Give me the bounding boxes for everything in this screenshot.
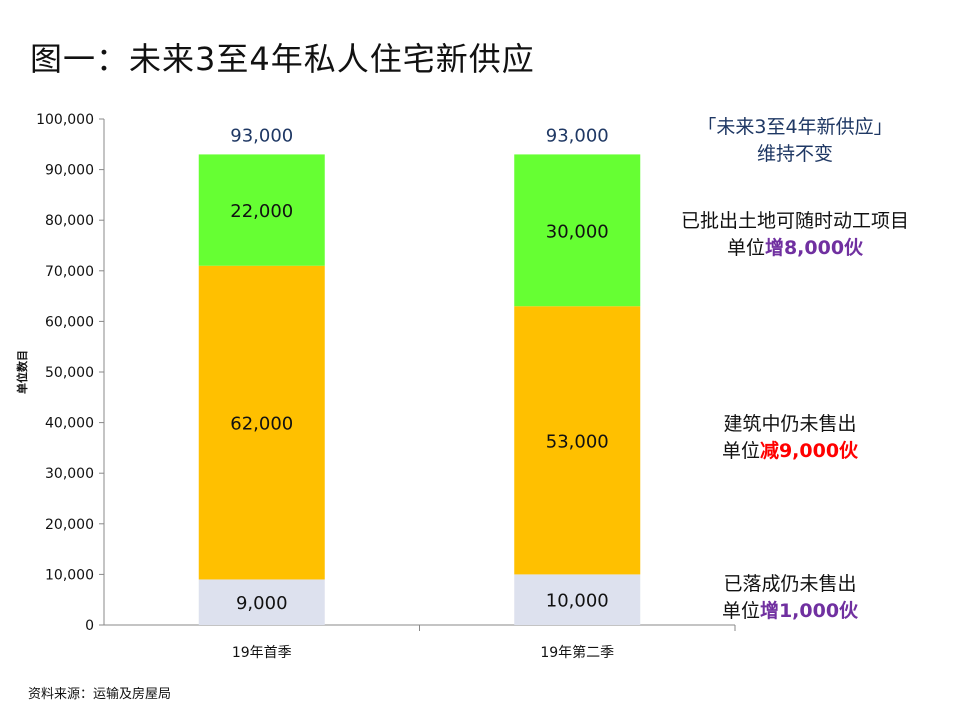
bar-segment <box>198 579 325 625</box>
bar-segment <box>514 306 641 575</box>
annotation-land: 已批出土地可随时动工项目 单位增8,000伙 <box>640 208 950 262</box>
y-tick-label: 0 <box>85 618 94 634</box>
bar-segment <box>514 154 641 307</box>
annotation-text: 单位 <box>726 237 765 259</box>
annotation-text: 单位 <box>721 600 760 622</box>
annotation-total: 「未来3至4年新供应」 维持不变 <box>640 114 950 168</box>
annotation-text: 已批出土地可随时动工项目 <box>680 210 909 232</box>
y-tick-label: 70,000 <box>45 264 94 280</box>
y-tick-label: 80,000 <box>45 213 94 229</box>
y-tick-label: 10,000 <box>45 567 94 583</box>
y-tick-label: 40,000 <box>45 416 94 432</box>
data-label: 62,000 <box>230 414 293 435</box>
annotation-change: 增8,000伙 <box>764 237 864 259</box>
source-note: 资料来源：运输及房屋局 <box>28 687 172 702</box>
y-tick-label: 20,000 <box>45 517 94 533</box>
y-tick-label: 30,000 <box>45 466 94 482</box>
data-label: 10,000 <box>546 591 609 612</box>
annotation-change: 减9,000伙 <box>759 440 859 462</box>
x-tick-label: 19年首季 <box>232 645 292 661</box>
data-label: 30,000 <box>546 221 609 242</box>
annotation-text: 建筑中仍未售出 <box>723 413 857 435</box>
annotation-text: 「未来3至4年新供应」 <box>697 116 893 138</box>
annotation-construction: 建筑中仍未售出 单位减9,000伙 <box>640 411 940 465</box>
annotation-text: 维持不变 <box>756 143 833 165</box>
y-tick-label: 90,000 <box>45 163 94 179</box>
y-tick-label: 60,000 <box>45 314 94 330</box>
total-label: 93,000 <box>230 125 293 146</box>
y-tick-label: 100,000 <box>36 112 94 128</box>
total-label: 93,000 <box>546 125 609 146</box>
y-tick-label: 50,000 <box>45 365 94 381</box>
bar-segment <box>514 574 641 625</box>
page-title: 图一：未来3至4年私人住宅新供应 <box>30 40 535 78</box>
x-tick-label: 19年第二季 <box>540 644 614 661</box>
bar-segment <box>198 265 325 580</box>
annotation-text: 已落成仍未售出 <box>723 573 857 595</box>
data-label: 9,000 <box>236 593 288 614</box>
data-label: 22,000 <box>230 201 293 222</box>
y-axis-label: 单位数目 <box>15 350 29 394</box>
bar-segment <box>198 154 325 266</box>
annotation-text: 单位 <box>721 440 760 462</box>
annotation-change: 增1,000伙 <box>759 600 859 622</box>
annotation-completed: 已落成仍未售出 单位增1,000伙 <box>640 571 940 625</box>
data-label: 53,000 <box>546 431 609 452</box>
